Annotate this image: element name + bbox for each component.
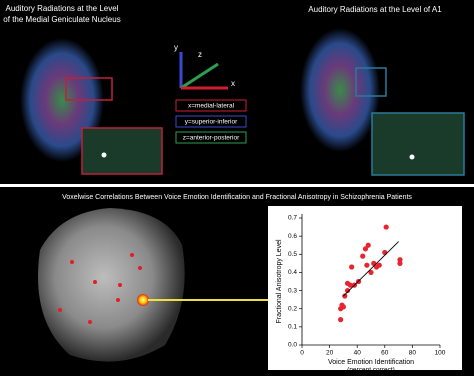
data-point [397, 257, 403, 263]
data-point [362, 246, 369, 252]
data-point [342, 293, 348, 299]
data-point [382, 249, 388, 256]
x-axis-label: (percent correct) [347, 367, 395, 374]
axis-letter: z [198, 50, 202, 59]
x-axis-label: Voice Emotion Identification [328, 359, 414, 366]
data-point [360, 253, 366, 259]
y-tick-label: 0.2 [288, 305, 297, 312]
panel-title: of the Medial Geniculate Nucleus [3, 15, 120, 24]
mri-image [38, 208, 185, 362]
axis-letter: x [231, 79, 235, 88]
data-point [368, 269, 374, 276]
fit-line [343, 241, 399, 297]
y-axis-label: Fractional Anisotropy Level [276, 239, 283, 323]
legend-box [175, 131, 247, 144]
y-tick-label: 0.4 [288, 269, 297, 276]
y-tick-label: 0.5 [288, 251, 297, 258]
plot-background [268, 206, 462, 370]
panel-title: Voxelwise Correlations Between Voice Emo… [62, 194, 412, 201]
zoom-image [81, 127, 163, 175]
scatter-plot: 0.0 0.1 0.2 0.3 0.4 0.5 0.6 0.7 0 20 40 60 80 100 Voic… [276, 214, 446, 374]
y-tick-label: 0.0 [288, 342, 297, 349]
x-tick-label: 60 [381, 350, 389, 357]
data-point [344, 287, 351, 294]
x-tick-label: 20 [326, 350, 334, 357]
data-point [338, 317, 344, 323]
legend-label: y=superior-inferior [185, 119, 238, 126]
y-tick-label: 0.1 [288, 324, 297, 331]
peak-cluster [137, 294, 149, 306]
data-point [365, 242, 371, 248]
y-tick-label: 0.6 [288, 233, 297, 240]
roi-box [65, 77, 113, 101]
panel-title: Auditory Radiations at the Level of A1 [308, 5, 442, 14]
legend-label: z=anterior-posterior [183, 135, 240, 142]
data-point [347, 282, 353, 288]
data-point [397, 260, 403, 266]
data-point [340, 304, 346, 310]
legend-label: x=medial-lateral [188, 103, 235, 110]
legend-box [175, 99, 247, 112]
axis-arrow [180, 62, 219, 90]
x-tick-label: 40 [354, 350, 362, 357]
dti-image [300, 28, 380, 152]
zoom-image [371, 112, 465, 176]
y-tick-label: 0.3 [288, 287, 297, 294]
data-point [376, 262, 382, 268]
seed-point [101, 152, 107, 158]
seed-point [409, 154, 415, 160]
data-point [349, 264, 355, 270]
axis-letter: y [174, 43, 178, 52]
roi-box [355, 67, 387, 97]
y-tick-label: 0.7 [288, 215, 297, 222]
x-tick-label: 100 [435, 350, 446, 357]
x-tick-label: 80 [409, 350, 417, 357]
activation-spots [58, 253, 142, 324]
data-point [383, 224, 389, 230]
panel-title: Auditory Radiations at the Level [6, 4, 119, 13]
data-point [364, 262, 370, 268]
legend-box [175, 115, 247, 128]
x-tick-label: 0 [300, 350, 304, 357]
